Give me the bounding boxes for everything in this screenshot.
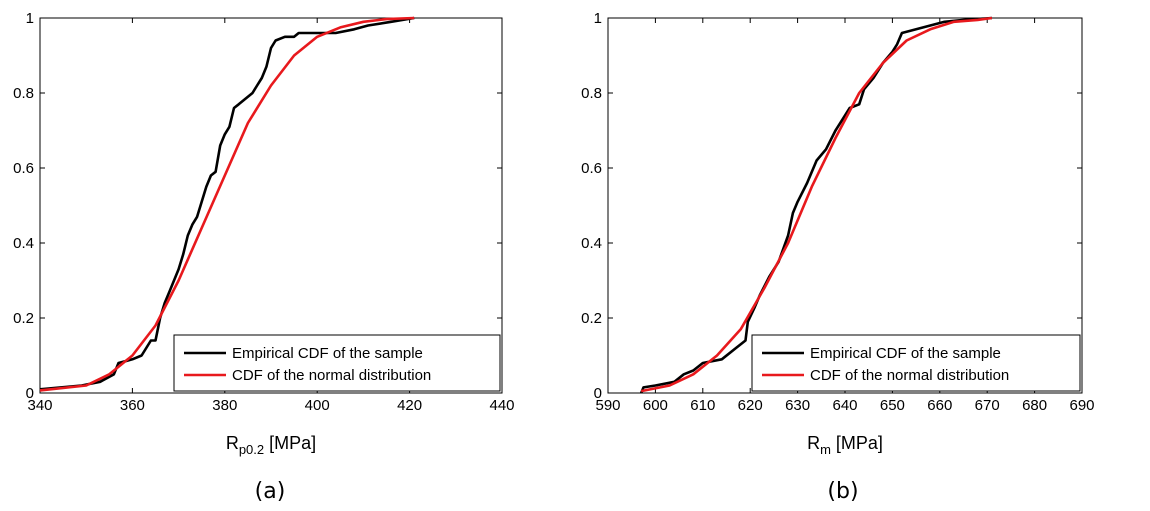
y-tick-label: 0.2 (13, 310, 34, 327)
y-tick-label: 0.6 (581, 160, 602, 177)
plot-area (39, 17, 503, 394)
panel-label: (b) (827, 479, 858, 504)
y-tick-label: 0.4 (581, 235, 602, 252)
x-tick-label: 590 (595, 397, 620, 414)
chart-panel-b: 590 600 610 620 630 640 650 660 670 680 690 0 0.2 0.4… (581, 10, 1094, 504)
x-tick-label: 620 (738, 397, 763, 414)
legend-label: Empirical CDF of the sample (232, 345, 423, 362)
plot-area (607, 17, 1083, 394)
y-tick-label: 0.2 (581, 310, 602, 327)
x-tick-label: 400 (305, 397, 330, 414)
y-tick-label: 0.8 (581, 85, 602, 102)
x-tick-label: 680 (1022, 397, 1047, 414)
x-tick-label: 630 (785, 397, 810, 414)
chart-panel-a: 340 360 380 400 420 440 0 0.2 0.4 0.6 0.8 1 Empirica… (13, 10, 514, 504)
series-empirical-cdf (39, 16, 415, 391)
series-normal-cdf (39, 16, 415, 392)
x-tick-label: 660 (927, 397, 952, 414)
x-tick-label: 360 (120, 397, 145, 414)
y-tick-label: 1 (26, 10, 34, 27)
legend-box (751, 334, 1081, 392)
y-tick-label: 0.4 (13, 235, 34, 252)
x-axis-label: Rp0.2 [MPa] (226, 433, 316, 457)
y-tick-label: 1 (594, 10, 602, 27)
y-tick-label: 0 (594, 385, 602, 402)
panel-label: (a) (255, 479, 286, 504)
x-tick-label: 440 (489, 397, 514, 414)
legend: Empirical CDF of the sample CDF of the no… (173, 334, 501, 392)
x-tick-label: 600 (643, 397, 668, 414)
x-tick-label: 690 (1069, 397, 1094, 414)
x-tick-label: 670 (975, 397, 1000, 414)
y-tick-label: 0.8 (13, 85, 34, 102)
y-tick-label: 0 (26, 385, 34, 402)
legend-label: CDF of the normal distribution (810, 367, 1009, 384)
x-tick-label: 640 (832, 397, 857, 414)
series-empirical-cdf (639, 16, 992, 394)
x-tick-label: 650 (880, 397, 905, 414)
legend-label: CDF of the normal distribution (232, 367, 431, 384)
legend-box (173, 334, 501, 392)
legend: Empirical CDF of the sample CDF of the no… (751, 334, 1081, 392)
x-tick-label: 380 (212, 397, 237, 414)
legend-label: Empirical CDF of the sample (810, 345, 1001, 362)
x-tick-label: 610 (690, 397, 715, 414)
y-tick-label: 0.6 (13, 160, 34, 177)
x-axis-label: Rm [MPa] (807, 433, 883, 457)
series-normal-cdf (640, 16, 993, 393)
x-tick-label: 340 (27, 397, 52, 414)
x-tick-label: 420 (397, 397, 422, 414)
